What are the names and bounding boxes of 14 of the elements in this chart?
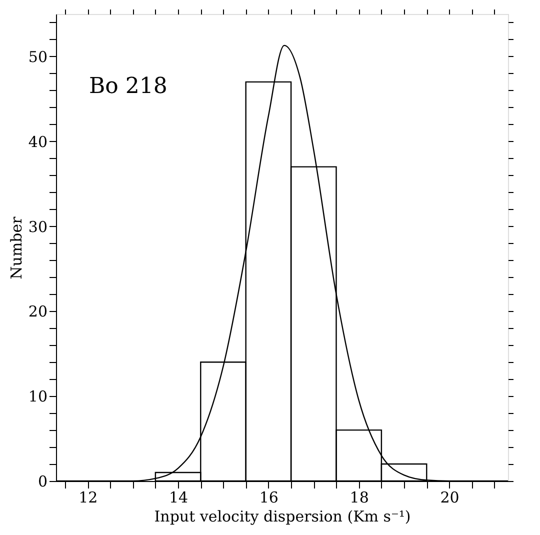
x-tick-label: 18: [350, 488, 369, 506]
annotation: Bo 218: [89, 74, 168, 99]
x-axis-title: Input velocity dispersion (Km s⁻¹): [154, 508, 411, 526]
y-axis-title: Number: [7, 216, 26, 280]
y-tick-label: 0: [38, 472, 48, 490]
y-tick-label: 50: [28, 48, 48, 66]
x-tick-label: 12: [78, 488, 98, 506]
x-tick-label: 14: [168, 488, 188, 506]
y-tick-label: 10: [28, 388, 48, 406]
y-tick-label: 30: [28, 218, 48, 236]
y-tick-label: 20: [28, 302, 48, 321]
x-tick-label: 20: [440, 488, 460, 506]
x-tick-label: 16: [259, 488, 278, 506]
y-tick-label: 40: [28, 132, 48, 151]
